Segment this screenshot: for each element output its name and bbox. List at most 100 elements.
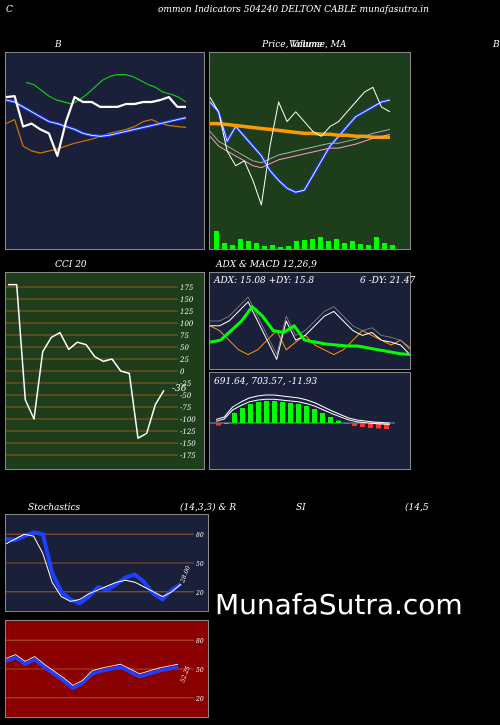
volume-bar [294, 241, 299, 249]
price-ma-blue-line-core [210, 99, 391, 193]
adx-values: ADX: 15.08 +DY: 15.8 [214, 276, 315, 286]
macd-histogram-bar [224, 423, 229, 424]
volume-bar [350, 241, 355, 249]
volume-bar [342, 243, 347, 249]
cci-last-value: -36 [172, 384, 187, 394]
price-ma-price-line [210, 86, 391, 206]
volume-bar [318, 237, 323, 249]
volume-bar [222, 243, 227, 249]
macd-histogram-bar [384, 423, 389, 429]
price-ma-grey-line [210, 128, 391, 164]
stochastics-params: (14,3,3) & R [180, 503, 237, 513]
price-ma-pink-line [210, 133, 391, 169]
volume-bar [358, 244, 363, 249]
bollinger-title: B [55, 40, 62, 50]
macd-histogram-bar [272, 401, 277, 423]
macd-histogram-bar [248, 404, 253, 423]
volume-bar [310, 239, 315, 249]
macd-values: 691.64, 703.57, -11.93 [214, 377, 318, 387]
macd-histogram-bar [352, 423, 357, 426]
cci-tick-label: 25 [179, 356, 189, 364]
cci-tick-label: 50 [180, 344, 189, 352]
price-ma-orange-line [210, 121, 390, 140]
volume-bar [214, 231, 219, 249]
price-ma-chart [210, 86, 395, 249]
volume-bar [326, 241, 331, 249]
cci-tick-label: -50 [180, 392, 192, 400]
macd-histogram-bar [312, 409, 317, 423]
bollinger-price-line [6, 94, 186, 158]
cci-tick-label: 100 [180, 320, 194, 328]
price-ma-panel [209, 52, 411, 250]
macd-histogram-bar [344, 423, 349, 424]
macd-signal-line [215, 398, 391, 425]
cci-panel: 175 150 125 100 75 50 25 0 -25 -50 -75 -100 -125 -150… [5, 272, 205, 470]
stochastics-panel: 80 50 20 28.00 [5, 514, 209, 612]
rsi-tick-label: 80 [196, 638, 204, 645]
macd-histogram-bar [368, 423, 373, 428]
volume-bar [302, 240, 307, 249]
macd-histogram-bar [376, 423, 381, 429]
volume-bar [254, 243, 259, 249]
volume-bar [366, 245, 371, 249]
cci-tick-label: 150 [180, 296, 194, 304]
cci-tick-label: 0 [180, 368, 185, 376]
volume-bar [334, 239, 339, 249]
volume-bar [270, 245, 275, 249]
macd-line [215, 394, 391, 424]
adx-panel: ADX: 15.08 +DY: 15.8 6 -DY: 21.47 [209, 272, 415, 370]
stochastics-tick-label: 20 [195, 590, 204, 597]
price-ma-right-letter: B [493, 40, 500, 50]
stochastics-d-line [6, 533, 182, 602]
bollinger-lower-band [6, 118, 187, 154]
macd-histogram-bar [216, 423, 221, 426]
rsi-tick-label: 20 [195, 696, 204, 703]
volume-bar [382, 243, 387, 249]
rsi-panel: 80 50 20 52.25 [5, 620, 209, 718]
macd-histogram-bar [256, 402, 261, 423]
rsi-signal-line [6, 654, 179, 686]
stochastics-last-value: 28.00 [179, 565, 192, 585]
macd-histogram-bar [304, 406, 309, 423]
macd-histogram-bar [320, 413, 325, 423]
cci-tick-label: 75 [180, 332, 189, 340]
cci-chart: 175 150 125 100 75 50 25 0 -25 -50 -75 -100 -125 -150… [6, 283, 196, 460]
rsi-title: SI [296, 503, 306, 513]
macd-histogram-bar [328, 417, 333, 423]
macd-histogram-bar [296, 404, 301, 423]
rsi-last-value: 52.25 [179, 665, 192, 684]
cci-title: CCI 20 [55, 260, 87, 270]
cci-tick-label: -75 [180, 404, 192, 412]
cci-line [8, 283, 165, 439]
stochastics-tick-label: 80 [196, 532, 204, 539]
bollinger-panel [5, 52, 205, 250]
rsi-chart: 80 50 20 52.25 [6, 638, 204, 703]
macd-chart [210, 394, 395, 429]
volume-bar [238, 239, 243, 249]
volume-bar [278, 247, 283, 249]
stochastics-title: Stochastics [28, 503, 81, 513]
cci-tick-label: -175 [180, 452, 196, 460]
volume-bar [374, 237, 379, 249]
rsi-line [6, 655, 179, 690]
adx-chart [210, 296, 410, 360]
macd-histogram-bar [288, 403, 293, 423]
price-ma-blue-line [210, 98, 391, 194]
macd-histogram-bar [232, 413, 237, 423]
cci-tick-label: 125 [180, 308, 194, 316]
price-ma-title: Price, Volume, MA [262, 40, 347, 50]
macd-histogram-bar [280, 402, 285, 423]
volume-bar [262, 246, 267, 249]
cci-tick-label: 175 [180, 284, 194, 292]
volume-bar [246, 241, 251, 249]
rsi-params: (14,5 [405, 503, 429, 513]
bollinger-chart [6, 74, 187, 158]
macd-histogram-bar [336, 420, 341, 423]
volume-bar [286, 246, 291, 249]
adx-line [210, 305, 410, 357]
cci-tick-label: -150 [180, 440, 196, 448]
macd-histogram-bar [240, 408, 245, 423]
adx-plus-dy-shadow [210, 296, 410, 355]
macd-histogram-bar [360, 423, 365, 427]
